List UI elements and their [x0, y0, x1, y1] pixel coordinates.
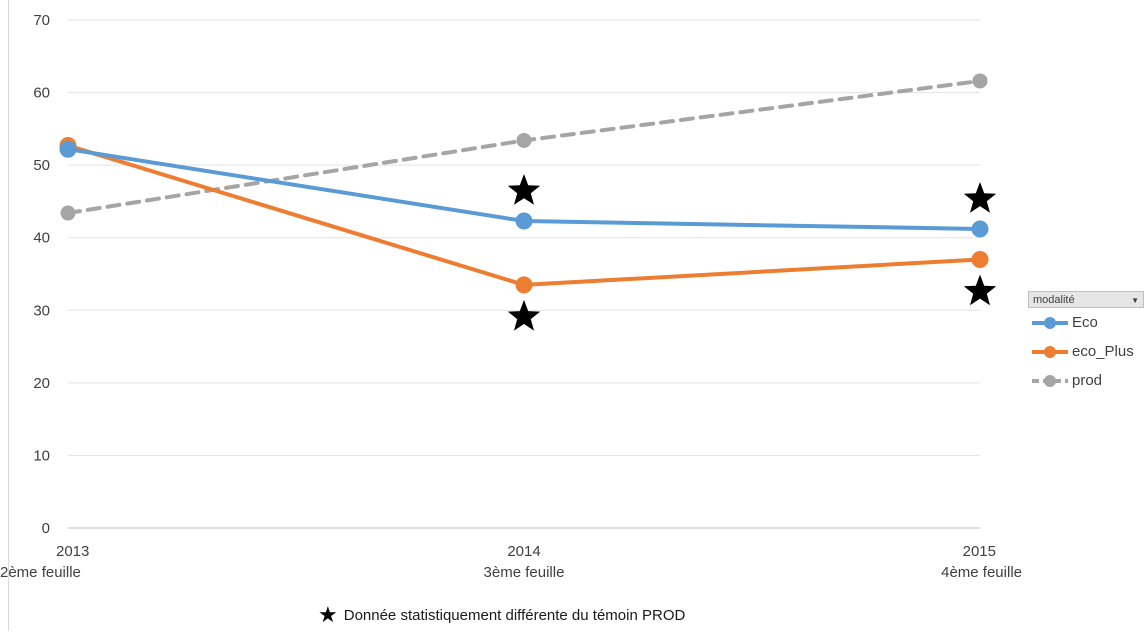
legend-label: Eco	[1072, 314, 1098, 331]
chevron-down-icon[interactable]: ▼	[1131, 296, 1139, 305]
data-point-prod	[516, 132, 532, 148]
footnote: ★ Donnée statistiquement différente du t…	[318, 604, 685, 626]
star-icon: ★	[318, 602, 338, 627]
significance-star-icon	[507, 174, 541, 205]
data-point-Eco	[59, 140, 77, 158]
data-point-prod	[972, 73, 988, 89]
legend-entry: prod	[1028, 366, 1144, 395]
significance-star-icon	[963, 182, 997, 213]
legend-swatch	[1032, 316, 1068, 329]
left-border	[8, 0, 9, 631]
legend-label: prod	[1072, 372, 1103, 389]
y-tick-label: 60	[33, 85, 50, 102]
y-tick-label: 30	[33, 302, 50, 319]
x-tick-sublabel: 4ème feuille	[941, 564, 1022, 581]
significance-star-icon	[507, 299, 541, 331]
footnote-text: Donnée statistiquement différente du tém…	[343, 606, 686, 624]
x-tick-label: 2015	[963, 543, 996, 560]
legend-title: modalité	[1033, 294, 1075, 306]
data-point-prod	[60, 205, 76, 221]
y-tick-label: 10	[33, 447, 50, 464]
legend-label: eco_Plus	[1072, 343, 1134, 360]
legend-swatch	[1032, 374, 1068, 387]
y-tick-label: 70	[33, 12, 50, 29]
data-point-Eco	[971, 220, 989, 238]
data-point-eco_Plus	[515, 276, 533, 294]
x-tick-sublabel: 2ème feuille	[0, 564, 81, 581]
legend-entry: Eco	[1028, 308, 1144, 337]
y-tick-label: 0	[42, 520, 50, 537]
x-tick-label: 2013	[56, 543, 89, 560]
x-tick-sublabel: 3ème feuille	[484, 564, 565, 581]
legend-filter-dropdown[interactable]: modalité ▼	[1028, 291, 1144, 308]
y-tick-label: 50	[33, 157, 50, 174]
data-point-eco_Plus	[971, 250, 989, 268]
legend-entry: eco_Plus	[1028, 337, 1144, 366]
legend-swatch	[1032, 345, 1068, 358]
y-tick-label: 40	[33, 230, 50, 247]
significance-star-icon	[963, 274, 997, 306]
x-tick-label: 2014	[507, 543, 540, 560]
y-tick-label: 20	[33, 375, 50, 392]
data-point-Eco	[515, 212, 533, 230]
